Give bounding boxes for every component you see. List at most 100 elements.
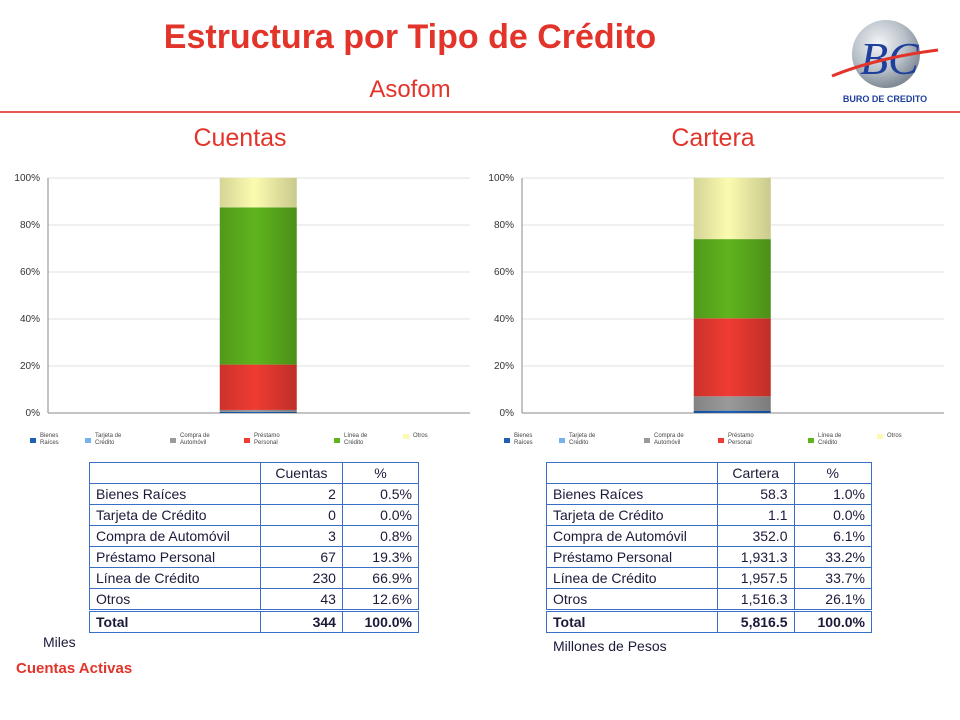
legend-item: Línea de Crédito bbox=[808, 433, 856, 447]
legend-swatch bbox=[85, 437, 91, 443]
table-cell: 26.1% bbox=[793, 588, 872, 611]
legend-item: Préstamo Personal bbox=[244, 433, 292, 447]
buro-de-credito-logo: B C BURO DE CREDITO bbox=[831, 20, 939, 104]
cuentas-table: Cuentas% Bienes Raíces 2 0.5% Tarjeta de Cré… bbox=[89, 462, 420, 633]
y-tick-label: 20% bbox=[20, 361, 40, 372]
table-header-cell: Cuentas bbox=[260, 462, 343, 484]
table-row: Total 344 100.0% bbox=[89, 609, 420, 633]
y-tick-label: 80% bbox=[20, 220, 40, 231]
table-cell: Tarjeta de Crédito bbox=[89, 504, 261, 526]
table-cell: 1.1 bbox=[717, 504, 795, 526]
legend-item: Compra de Automóvil bbox=[644, 433, 692, 447]
bar-segment-3 bbox=[693, 318, 771, 397]
table-cell: 67 bbox=[260, 546, 343, 568]
table-cell: 66.9% bbox=[341, 567, 420, 589]
page-title: Estructura por Tipo de Crédito bbox=[163, 18, 657, 56]
table-cell: 0.5% bbox=[341, 483, 420, 505]
legend-label: Préstamo Personal bbox=[254, 433, 280, 446]
bar-segment-0 bbox=[219, 411, 297, 413]
table-row: Tarjeta de Crédito 0 0.0% bbox=[89, 504, 420, 526]
legend-swatch bbox=[644, 437, 650, 443]
legend-swatch bbox=[877, 434, 883, 439]
header-divider bbox=[0, 111, 960, 113]
table-cell: Compra de Automóvil bbox=[546, 525, 718, 547]
legend-item: Tarjeta de Crédito bbox=[85, 433, 133, 447]
bar-segment-2 bbox=[693, 396, 771, 411]
legend-swatch bbox=[808, 437, 814, 443]
legend-label: Línea de Crédito bbox=[818, 433, 842, 446]
bar-segment-2 bbox=[219, 409, 297, 412]
y-tick-label: 40% bbox=[20, 314, 40, 325]
table-row: Compra de Automóvil 3 0.8% bbox=[89, 525, 420, 547]
legend-label: Bienes Raíces bbox=[40, 433, 59, 446]
legend-item: Bienes Raíces bbox=[504, 433, 552, 447]
table-header-cell: % bbox=[793, 462, 872, 484]
y-tick-label: 40% bbox=[494, 314, 514, 325]
table-row: Bienes Raíces 2 0.5% bbox=[89, 483, 420, 505]
legend-swatch bbox=[504, 437, 510, 443]
bar-segment-4 bbox=[693, 239, 771, 319]
table-cell: Total bbox=[89, 609, 261, 633]
table-cell: 5,816.5 bbox=[717, 609, 795, 633]
y-tick-label: 20% bbox=[494, 361, 514, 372]
table-row: Línea de Crédito 1,957.5 33.7% bbox=[546, 567, 872, 589]
table-header-cell: Cartera bbox=[717, 462, 795, 484]
table-cell: 352.0 bbox=[717, 525, 795, 547]
table-cell: 0.0% bbox=[341, 504, 420, 526]
cartera-legend: Bienes Raíces Tarjeta de Crédito Compra de… bbox=[504, 433, 924, 453]
table-cell: 6.1% bbox=[793, 525, 872, 547]
bar-segment-0 bbox=[693, 410, 771, 413]
table-cell: Otros bbox=[89, 588, 261, 611]
table-cell: 1,516.3 bbox=[717, 588, 795, 611]
table-cell: 1,931.3 bbox=[717, 546, 795, 568]
table-cell: 3 bbox=[260, 525, 343, 547]
table-header-cell: % bbox=[341, 462, 420, 484]
bar-segment-3 bbox=[219, 364, 297, 410]
table-cell: 0.8% bbox=[341, 525, 420, 547]
legend-swatch bbox=[403, 434, 409, 439]
legend-label: Compra de Automóvil bbox=[180, 433, 210, 446]
table-cell: Bienes Raíces bbox=[546, 483, 718, 505]
legend-label: Bienes Raíces bbox=[514, 433, 533, 446]
table-row: Línea de Crédito 230 66.9% bbox=[89, 567, 420, 589]
table-row: Tarjeta de Crédito 1.1 0.0% bbox=[546, 504, 872, 526]
table-cell: 100.0% bbox=[341, 609, 420, 633]
bar-segment-5 bbox=[219, 177, 297, 208]
legend-item: Préstamo Personal bbox=[718, 433, 766, 447]
cuentas-activas-footer: Cuentas Activas bbox=[16, 660, 133, 677]
table-cell: Préstamo Personal bbox=[89, 546, 261, 568]
legend-item: Línea de Crédito bbox=[334, 433, 382, 447]
table-row: Total 5,816.5 100.0% bbox=[546, 609, 872, 633]
table-row: Otros 43 12.6% bbox=[89, 588, 420, 611]
table-cell: Bienes Raíces bbox=[89, 483, 261, 505]
cuentas-legend: Bienes Raíces Tarjeta de Crédito Compra de… bbox=[30, 433, 450, 453]
table-row: Préstamo Personal 67 19.3% bbox=[89, 546, 420, 568]
legend-swatch bbox=[244, 437, 250, 443]
legend-label: Otros bbox=[887, 433, 902, 439]
table-cell: 344 bbox=[260, 609, 343, 633]
legend-swatch bbox=[30, 437, 36, 443]
bar-segment-4 bbox=[219, 207, 297, 365]
legend-swatch bbox=[559, 437, 565, 443]
table-header-row: Cartera% bbox=[546, 462, 872, 484]
table-cell: 2 bbox=[260, 483, 343, 505]
cuentas-stacked-bar-chart: 0% 20% 40% 60% 80% 100% bbox=[14, 173, 470, 419]
legend-item: Compra de Automóvil bbox=[170, 433, 218, 447]
table-header-row: Cuentas% bbox=[89, 462, 420, 484]
table-cell: 43 bbox=[260, 588, 343, 611]
table-cell: 1,957.5 bbox=[717, 567, 795, 589]
y-tick-label: 0% bbox=[26, 408, 41, 419]
miles-note: Miles bbox=[43, 634, 76, 650]
legend-swatch bbox=[170, 437, 176, 443]
legend-swatch bbox=[718, 437, 724, 443]
cartera-title: Cartera bbox=[671, 124, 755, 152]
y-tick-label: 0% bbox=[500, 408, 515, 419]
table-cell: Total bbox=[546, 609, 718, 633]
y-tick-label: 60% bbox=[20, 267, 40, 278]
table-cell: Compra de Automóvil bbox=[89, 525, 261, 547]
millones-note: Millones de Pesos bbox=[553, 638, 667, 654]
legend-swatch bbox=[334, 437, 340, 443]
table-cell: 33.2% bbox=[793, 546, 872, 568]
legend-label: Otros bbox=[413, 433, 428, 439]
table-cell: Préstamo Personal bbox=[546, 546, 718, 568]
